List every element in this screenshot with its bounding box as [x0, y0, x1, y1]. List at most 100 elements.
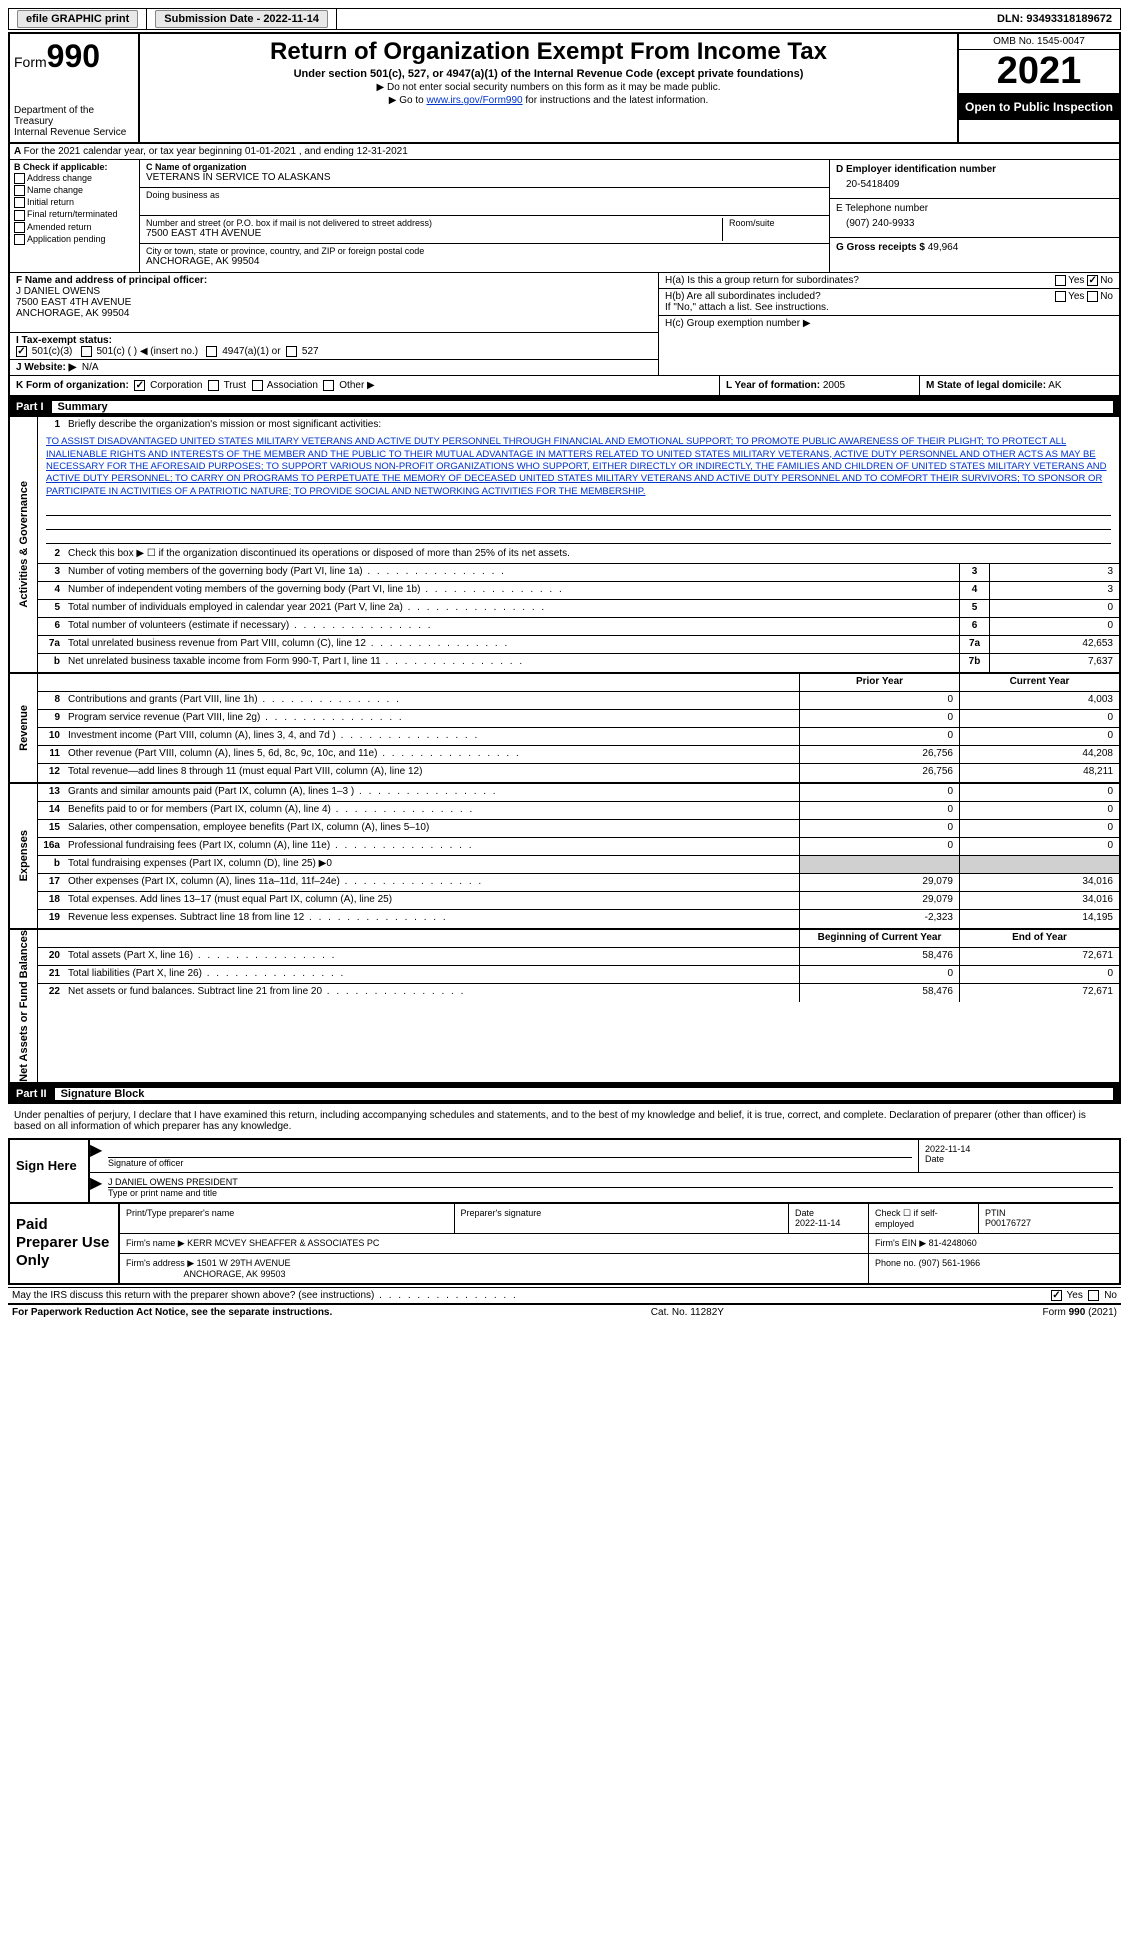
- c16a: 0: [959, 838, 1119, 855]
- chk-corp[interactable]: [134, 380, 145, 391]
- chk-501c3[interactable]: [16, 346, 27, 357]
- dept-label: Department of the Treasury: [14, 105, 134, 127]
- paid-preparer-block: Paid Preparer Use Only Print/Type prepar…: [8, 1204, 1121, 1285]
- c21: 0: [959, 966, 1119, 983]
- chk-discuss-no[interactable]: [1088, 1290, 1099, 1301]
- hdr-prior: Prior Year: [799, 674, 959, 691]
- line9: Program service revenue (Part VIII, line…: [64, 710, 799, 727]
- line13: Grants and similar amounts paid (Part IX…: [64, 784, 799, 801]
- phone-label: Phone no.: [875, 1258, 916, 1268]
- sidebar-activities: Activities & Governance: [18, 481, 30, 608]
- cat-no: Cat. No. 11282Y: [651, 1307, 724, 1318]
- c18: 34,016: [959, 892, 1119, 909]
- p14: 0: [799, 802, 959, 819]
- chk-name-change[interactable]: Name change: [14, 185, 135, 196]
- firm-ein: 81-4248060: [929, 1238, 977, 1248]
- line-K-form-org: K Form of organization: Corporation Trus…: [10, 376, 719, 395]
- p18: 29,079: [799, 892, 959, 909]
- line8: Contributions and grants (Part VIII, lin…: [64, 692, 799, 709]
- note-link: ▶ Go to www.irs.gov/Form990 for instruct…: [148, 95, 949, 106]
- chk-Ha-no[interactable]: [1087, 275, 1098, 286]
- hdr-beginning: Beginning of Current Year: [799, 930, 959, 947]
- paperwork-notice: For Paperwork Reduction Act Notice, see …: [12, 1307, 332, 1318]
- chk-Ha-yes[interactable]: [1055, 275, 1066, 286]
- p16b: [799, 856, 959, 873]
- date-label: Date: [795, 1208, 814, 1218]
- sig-date: 2022-11-14: [925, 1144, 1113, 1154]
- chk-501c[interactable]: [81, 346, 92, 357]
- sign-here-label: Sign Here: [10, 1140, 90, 1202]
- p9: 0: [799, 710, 959, 727]
- open-public-label: Open to Public Inspection: [959, 94, 1119, 120]
- line-L-formation: L Year of formation: 2005: [719, 376, 919, 395]
- c11: 44,208: [959, 746, 1119, 763]
- line5: Total number of individuals employed in …: [64, 600, 959, 617]
- chk-amended-return[interactable]: Amended return: [14, 222, 135, 233]
- chk-final-return[interactable]: Final return/terminated: [14, 209, 135, 220]
- line-D-ein: D Employer identification number20-54184…: [830, 160, 1119, 199]
- submission-date-button[interactable]: Submission Date - 2022-11-14: [155, 10, 328, 28]
- line-room: Room/suite: [723, 218, 823, 241]
- sidebar-revenue: Revenue: [18, 705, 30, 751]
- p20: 58,476: [799, 948, 959, 965]
- sign-here-block: Sign Here ▶ Signature of officer 2022-11…: [8, 1138, 1121, 1204]
- line11: Other revenue (Part VIII, column (A), li…: [64, 746, 799, 763]
- paid-preparer-label: Paid Preparer Use Only: [10, 1204, 120, 1283]
- line7a: Total unrelated business revenue from Pa…: [64, 636, 959, 653]
- c13: 0: [959, 784, 1119, 801]
- self-employed: Check ☐ if self-employed: [869, 1204, 979, 1233]
- type-print-label: Type or print name and title: [108, 1188, 217, 1198]
- p22: 58,476: [799, 984, 959, 1002]
- line12: Total revenue—add lines 8 through 11 (mu…: [64, 764, 799, 782]
- line2: Check this box ▶ ☐ if the organization d…: [64, 546, 1119, 563]
- form-number: Form990: [14, 38, 134, 75]
- irs-label: Internal Revenue Service: [14, 127, 134, 138]
- chk-initial-return[interactable]: Initial return: [14, 197, 135, 208]
- chk-address-change[interactable]: Address change: [14, 173, 135, 184]
- line14: Benefits paid to or for members (Part IX…: [64, 802, 799, 819]
- line7b: Net unrelated business taxable income fr…: [64, 654, 959, 672]
- form-footer: Form 990 (2021): [1043, 1307, 1117, 1318]
- c22: 72,671: [959, 984, 1119, 1002]
- chk-trust[interactable]: [208, 380, 219, 391]
- form-subtitle: Under section 501(c), 527, or 4947(a)(1)…: [148, 68, 949, 80]
- irs-link[interactable]: www.irs.gov/Form990: [426, 95, 522, 106]
- tax-year: 2021: [959, 50, 1119, 94]
- efile-print-button[interactable]: efile GRAPHIC print: [17, 10, 138, 28]
- chk-application-pending[interactable]: Application pending: [14, 234, 135, 245]
- line-G-receipts: G Gross receipts $ 49,964: [830, 238, 1119, 257]
- line16b: Total fundraising expenses (Part IX, col…: [64, 856, 799, 873]
- date-label: Date: [925, 1154, 944, 1164]
- chk-Hb-yes[interactable]: [1055, 291, 1066, 302]
- ptin-val: P00176727: [985, 1218, 1031, 1228]
- c9: 0: [959, 710, 1119, 727]
- chk-discuss-yes[interactable]: [1051, 1290, 1062, 1301]
- chk-527[interactable]: [286, 346, 297, 357]
- chk-Hb-no[interactable]: [1087, 291, 1098, 302]
- chk-assoc[interactable]: [252, 380, 263, 391]
- p21: 0: [799, 966, 959, 983]
- line-Hb: H(b) Are all subordinates included? Yes …: [659, 289, 1119, 316]
- line-dba: Doing business as: [140, 188, 829, 216]
- chk-4947[interactable]: [206, 346, 217, 357]
- line21: Total liabilities (Part X, line 26): [64, 966, 799, 983]
- line6: Total number of volunteers (estimate if …: [64, 618, 959, 635]
- firm-name: KERR MCVEY SHEAFFER & ASSOCIATES PC: [187, 1238, 379, 1248]
- arrow-icon: ▶: [90, 1140, 102, 1172]
- footer-row: For Paperwork Reduction Act Notice, see …: [8, 1303, 1121, 1320]
- line16a: Professional fundraising fees (Part IX, …: [64, 838, 799, 855]
- c19: 14,195: [959, 910, 1119, 928]
- chk-other[interactable]: [323, 380, 334, 391]
- c10: 0: [959, 728, 1119, 745]
- c8: 4,003: [959, 692, 1119, 709]
- firm-ein-label: Firm's EIN ▶: [875, 1238, 926, 1248]
- expenses-block: Expenses 13Grants and similar amounts pa…: [8, 784, 1121, 930]
- p10: 0: [799, 728, 959, 745]
- line-F-officer: F Name and address of principal officer:…: [10, 273, 658, 333]
- p12: 26,756: [799, 764, 959, 782]
- p13: 0: [799, 784, 959, 801]
- c16b: [959, 856, 1119, 873]
- c15: 0: [959, 820, 1119, 837]
- line22: Net assets or fund balances. Subtract li…: [64, 984, 799, 1002]
- p16a: 0: [799, 838, 959, 855]
